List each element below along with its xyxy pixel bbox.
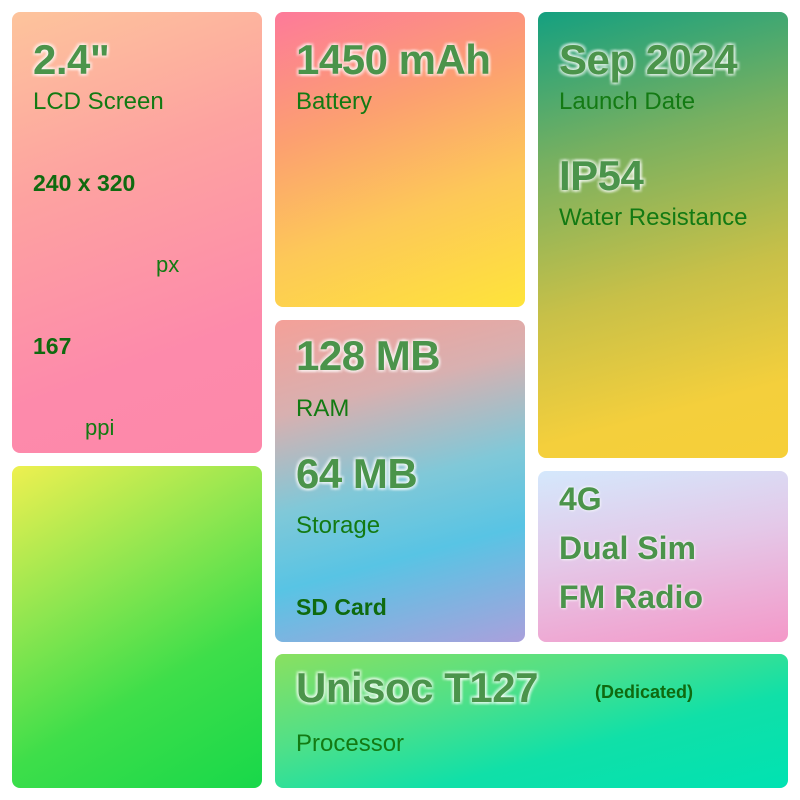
- screen-label: LCD Screen: [33, 88, 164, 115]
- resolution-unit: px: [156, 252, 180, 277]
- launch-label: Launch Date: [559, 88, 696, 115]
- launch-card: Sep 2024 Launch Date IP54 Water Resistan…: [538, 12, 788, 458]
- ram-value: 128 MB: [296, 332, 441, 379]
- processor-card: Unisoc T127 (Dedicated) Processor: [275, 654, 788, 788]
- memory-card: 128 MB RAM 64 MB Storage SD Card: [275, 320, 525, 642]
- battery-value: 1450 mAh: [296, 36, 491, 83]
- processor-value: Unisoc T127: [296, 664, 538, 711]
- sd-card: SD Card: [296, 594, 387, 620]
- density-unit: ppi: [85, 415, 115, 440]
- storage-value: 64 MB: [296, 450, 418, 497]
- processor-note: (Dedicated): [595, 682, 694, 702]
- ip-rating: IP54: [559, 152, 644, 199]
- screen-size: 2.4": [33, 36, 110, 83]
- battery-card: 1450 mAh Battery: [275, 12, 525, 307]
- ram-label: RAM: [296, 395, 350, 422]
- feature-4g: 4G: [559, 481, 602, 517]
- screen-card: 2.4" LCD Screen 240 x 320 px 167 ppi: [12, 12, 262, 453]
- storage-label: Storage: [296, 512, 381, 539]
- screen-resolution: 240 x 320: [33, 170, 136, 196]
- feature-fm-radio: FM Radio: [559, 579, 703, 615]
- screen-density: 167: [33, 333, 72, 359]
- feature-dual-sim: Dual Sim: [559, 530, 696, 566]
- launch-date: Sep 2024: [559, 36, 738, 83]
- features-card: 4G Dual Sim FM Radio: [538, 471, 788, 642]
- color-card: [12, 466, 262, 788]
- battery-label: Battery: [296, 88, 373, 115]
- processor-label: Processor: [296, 730, 405, 757]
- ip-label: Water Resistance: [559, 204, 748, 231]
